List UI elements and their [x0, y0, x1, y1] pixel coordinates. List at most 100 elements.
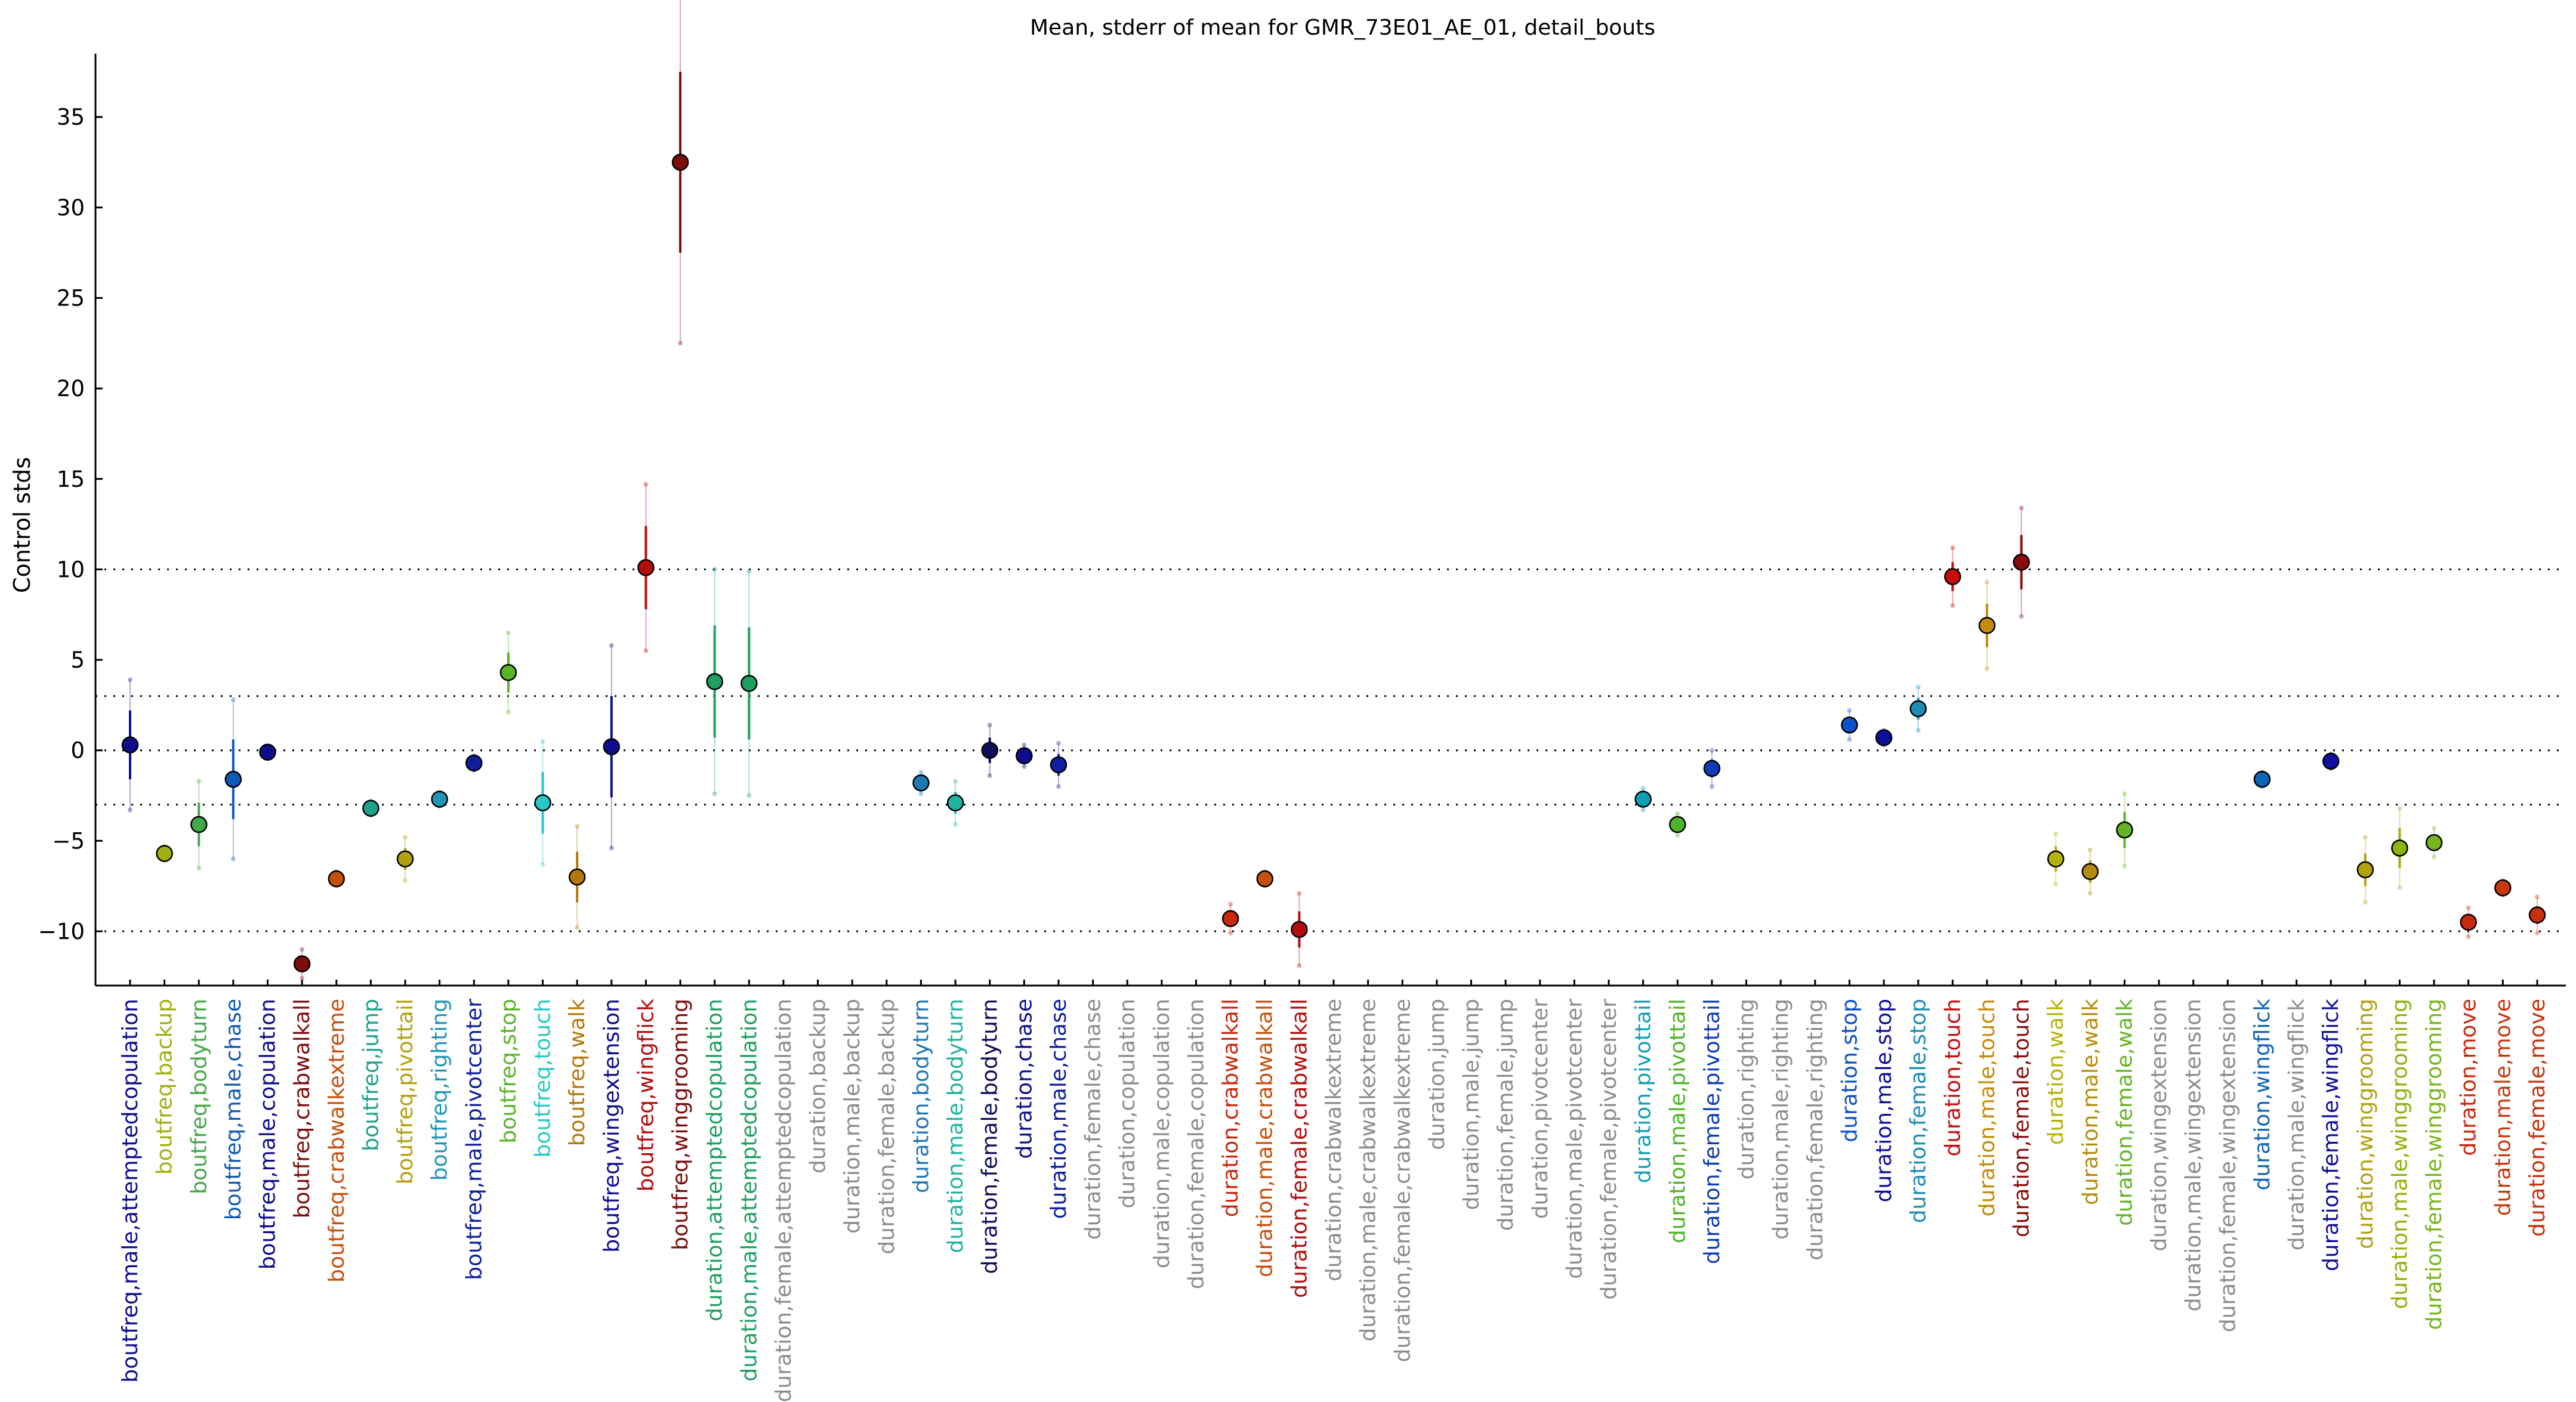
- mean-marker: [2253, 770, 2271, 788]
- error-cap-bottom: [1056, 784, 1061, 789]
- error-cap-top: [230, 697, 236, 702]
- mean-marker: [2391, 839, 2408, 857]
- data-point: [328, 869, 345, 889]
- data-point: [1703, 748, 1721, 789]
- data-point: [2460, 905, 2477, 940]
- mean-marker: [121, 736, 139, 754]
- mean-marker: [396, 850, 414, 867]
- error-cap-bottom: [712, 791, 717, 796]
- mean-marker: [981, 742, 998, 759]
- x-tick-label: duration,female,pivottail: [1700, 999, 1724, 1264]
- x-tick-label: duration,female,stop: [1906, 999, 1931, 1223]
- x-tick-labels: boutfreq,male,attemptedcopulation boutfre…: [118, 999, 2550, 1402]
- error-cap-top: [2053, 831, 2059, 836]
- error-cap-bottom: [1915, 728, 1921, 733]
- error-cap-bottom: [2397, 885, 2402, 891]
- x-tick-label: duration,crabwalkall: [1218, 999, 1243, 1217]
- x-tick-label: duration,male,winggrooming: [2387, 999, 2412, 1309]
- y-tick-label: 20: [57, 376, 85, 402]
- data-point: [534, 739, 551, 867]
- x-tick-label: duration,male,wingextension: [2182, 999, 2206, 1311]
- error-cap-bottom: [230, 856, 236, 861]
- data-point: [2356, 835, 2374, 905]
- chart-title: Mean, stderr of mean for GMR_73E01_AE_01…: [1030, 16, 1655, 40]
- x-tick-label: duration,pivotcenter: [1528, 999, 1553, 1219]
- mean-marker: [156, 845, 173, 862]
- y-axis: −10 −5 0 5 10 15 20 25 30 35: [38, 54, 103, 986]
- y-tick-label: 35: [57, 104, 85, 130]
- x-tick-label: boutfreq,male,attemptedcopulation: [118, 999, 143, 1383]
- data-point: [431, 789, 448, 809]
- data-point: [2494, 878, 2512, 898]
- error-cap-bottom: [2087, 891, 2093, 896]
- error-cap-top: [1915, 684, 1921, 690]
- data-point: [1669, 811, 1686, 838]
- mean-marker: [1669, 816, 1686, 833]
- error-cap-top: [609, 643, 614, 648]
- error-cap-top: [2019, 505, 2024, 511]
- error-cap-bottom: [1640, 807, 1646, 813]
- data-point: [2322, 751, 2340, 771]
- x-tick-label: boutfreq,bodyturn: [187, 999, 211, 1194]
- mean-marker: [1944, 568, 1961, 585]
- x-tick-label: duration,male,wingflick: [2285, 999, 2309, 1250]
- y-tick-label: 5: [70, 647, 85, 673]
- x-tick-label: duration,male,pivottail: [1665, 999, 1690, 1243]
- data-point: [2013, 505, 2030, 619]
- error-cap-top: [1640, 786, 1646, 791]
- mean-marker: [293, 955, 311, 972]
- error-cap-bottom: [196, 865, 202, 870]
- x-tick-label: boutfreq,wingflick: [634, 999, 658, 1192]
- data-point: [293, 947, 311, 981]
- error-cap-bottom: [2122, 863, 2127, 869]
- data-point: [396, 835, 414, 884]
- mean-marker: [190, 816, 208, 833]
- error-cap-top: [575, 824, 580, 829]
- mean-marker: [224, 770, 242, 788]
- error-cap-top: [505, 630, 511, 635]
- data-markers: [121, 0, 2546, 981]
- mean-marker: [946, 794, 964, 811]
- mean-marker: [1841, 716, 1858, 734]
- mean-marker: [1221, 910, 1239, 928]
- error-cap-top: [2466, 905, 2471, 910]
- error-cap-bottom: [540, 861, 545, 867]
- mean-marker: [1291, 921, 1308, 938]
- x-tick-label: duration,chase: [1012, 999, 1036, 1159]
- x-tick-label: boutfreq,male,pivotcenter: [462, 999, 486, 1280]
- data-point: [1050, 740, 1068, 789]
- mean-marker: [2047, 850, 2065, 867]
- data-point: [224, 697, 242, 861]
- x-tick-label: duration,male,crabwalkall: [1253, 999, 1278, 1277]
- error-cap-top: [300, 947, 305, 952]
- x-tick-label: duration,move: [2457, 999, 2481, 1156]
- data-point: [121, 677, 139, 813]
- y-tick-label: 10: [57, 557, 85, 582]
- error-cap-bottom: [300, 975, 305, 981]
- error-cap-top: [2362, 835, 2368, 840]
- mean-marker: [534, 794, 551, 811]
- data-point: [568, 824, 586, 930]
- error-cap-bottom: [2535, 931, 2540, 936]
- data-point: [499, 630, 517, 715]
- mean-marker: [2081, 863, 2099, 881]
- data-point: [1221, 901, 1239, 936]
- x-tick-label: duration,female,pivotcenter: [1597, 999, 1621, 1300]
- x-tick-label: duration,male,jump: [1460, 999, 1484, 1210]
- x-tick-label: duration,female,attemptedcopulation: [772, 999, 796, 1402]
- error-cap-top: [1675, 811, 1680, 816]
- x-tick-label: duration,copulation: [1115, 999, 1140, 1208]
- error-cap-top: [643, 481, 649, 487]
- error-cap-bottom: [2019, 614, 2024, 619]
- data-point: [190, 779, 208, 870]
- y-tick-label: 30: [57, 195, 85, 221]
- error-cap-bottom: [2362, 900, 2368, 905]
- x-tick-label: duration,male,crabwalkextreme: [1356, 999, 1381, 1342]
- x-tick-label: duration,female,move: [2525, 999, 2550, 1237]
- error-cap-bottom: [953, 822, 958, 827]
- error-cap-bottom: [987, 773, 992, 779]
- x-tick-label: duration,male,bodyturn: [943, 999, 968, 1253]
- mean-marker: [2528, 906, 2546, 924]
- error-cap-top: [1228, 901, 1233, 907]
